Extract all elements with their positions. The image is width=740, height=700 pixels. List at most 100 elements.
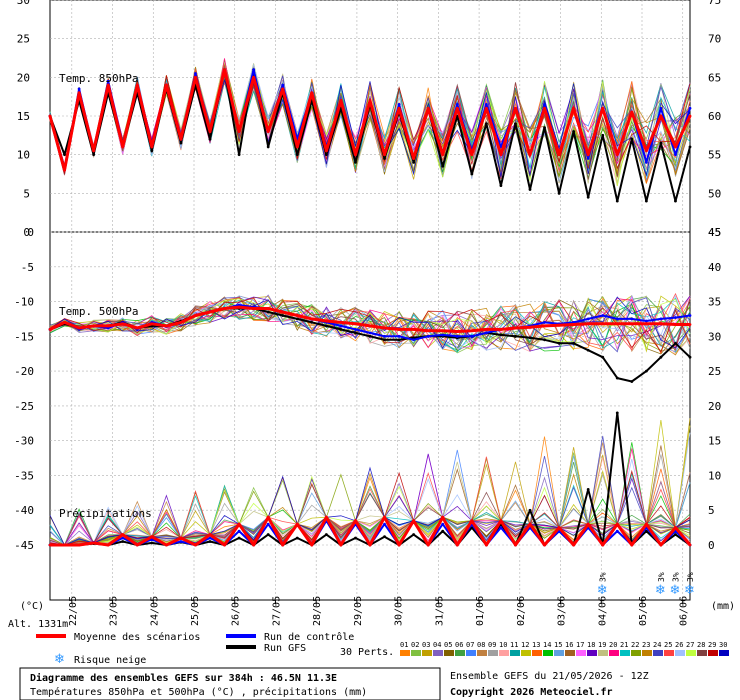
data-point [397,327,401,331]
altitude-label: Alt. 1331m [8,619,68,630]
data-point [208,536,212,540]
data-point [644,529,648,533]
footer-copyright: Copyright 2026 Meteociel.fr [450,686,613,698]
data-point [324,319,328,323]
data-point [528,522,532,526]
pert-legend-id: 11 [510,641,518,649]
y-tick-right-850: 60 [708,110,721,123]
y-tick-label-850: 10 [17,149,30,162]
data-point [397,334,401,338]
data-point [499,153,503,157]
pert-legend-id: 20 [609,641,617,649]
x-tick-label: 29/05 [353,596,364,626]
y-tick-right-precip: 20 [708,400,721,413]
data-point [383,522,386,526]
data-point [688,323,692,326]
pert-legend-id: 13 [532,641,540,649]
data-point [63,321,66,324]
data-point [615,199,619,203]
y-tick-right-850: 75 [708,0,721,7]
panel-500-title: Temp. 500hPa [59,305,138,318]
data-point [557,341,561,345]
pert-legend-swatch [620,650,630,656]
data-point [310,321,314,324]
data-point [310,543,314,547]
data-point [470,172,474,176]
data-point [252,307,256,310]
y-tick-right-precip: 35 [708,296,721,309]
footer-subtitle: Températures 850hPa et 500hPa (°C) , pré… [30,686,367,698]
y-tick-label-500: -20 [14,365,34,378]
data-point [688,145,692,149]
pert-legend-id: 30 [719,641,727,649]
left-unit-label: (°C) [20,601,44,612]
pert-legend-swatch [631,650,641,656]
data-point [194,543,197,547]
data-point [412,338,416,342]
pert-legend-id: 12 [521,641,529,649]
data-point [208,533,212,536]
data-point [455,330,459,333]
data-point [484,327,488,331]
data-point [164,543,168,547]
snow-risk-pct: 3% [686,572,695,582]
data-point [601,106,605,110]
data-point [601,543,605,547]
x-tick-label: 02/06 [516,596,527,626]
data-point [455,106,459,110]
pert-legend-id: 07 [466,641,474,649]
data-point [368,543,372,547]
legend-perts-label: 30 Perts. [340,647,394,658]
pert-legend-swatch [510,650,520,656]
svg-text:❄: ❄ [54,652,65,667]
snow-risk-pct: 3% [657,572,666,582]
x-tick-label: 23/05 [109,596,120,626]
data-point [383,326,386,330]
data-point [484,106,488,110]
data-point [223,307,226,310]
data-point [266,310,270,314]
pert-legend-id: 09 [488,641,496,649]
data-point [354,327,357,331]
pert-legend-id: 14 [543,641,551,649]
data-point [528,188,532,191]
pert-legend-swatch [521,650,531,656]
data-point [630,322,634,326]
pert-legend-id: 16 [565,641,573,649]
data-point [368,99,372,102]
data-point [412,336,416,340]
data-point [354,536,357,540]
y-tick-right-850: 70 [708,33,721,46]
data-point [470,526,474,530]
data-point [615,376,619,380]
data-point [441,333,445,337]
panel-precip-title: Précipitations [59,507,152,520]
x-tick-label: 28/05 [312,596,323,626]
data-point [383,535,386,539]
y-tick-right-850: 50 [708,187,721,200]
data-point [572,106,576,110]
data-point [484,103,488,106]
data-point [499,333,503,337]
data-point [426,106,430,110]
data-point [499,184,503,188]
data-point [295,145,299,149]
data-point [92,149,96,153]
data-point [48,543,52,547]
data-point [237,153,241,157]
pert-legend-id: 23 [642,641,650,649]
data-point [659,106,663,110]
data-point [630,110,634,114]
y-tick-right-850: 55 [708,149,721,162]
data-point [470,334,474,338]
data-point [295,522,299,526]
data-point [412,519,416,523]
data-point [470,329,474,333]
pert-legend-swatch [466,650,476,656]
data-point [237,536,241,540]
data-point [397,103,401,106]
data-point [48,114,52,118]
data-point [572,323,576,326]
data-point [528,508,532,512]
